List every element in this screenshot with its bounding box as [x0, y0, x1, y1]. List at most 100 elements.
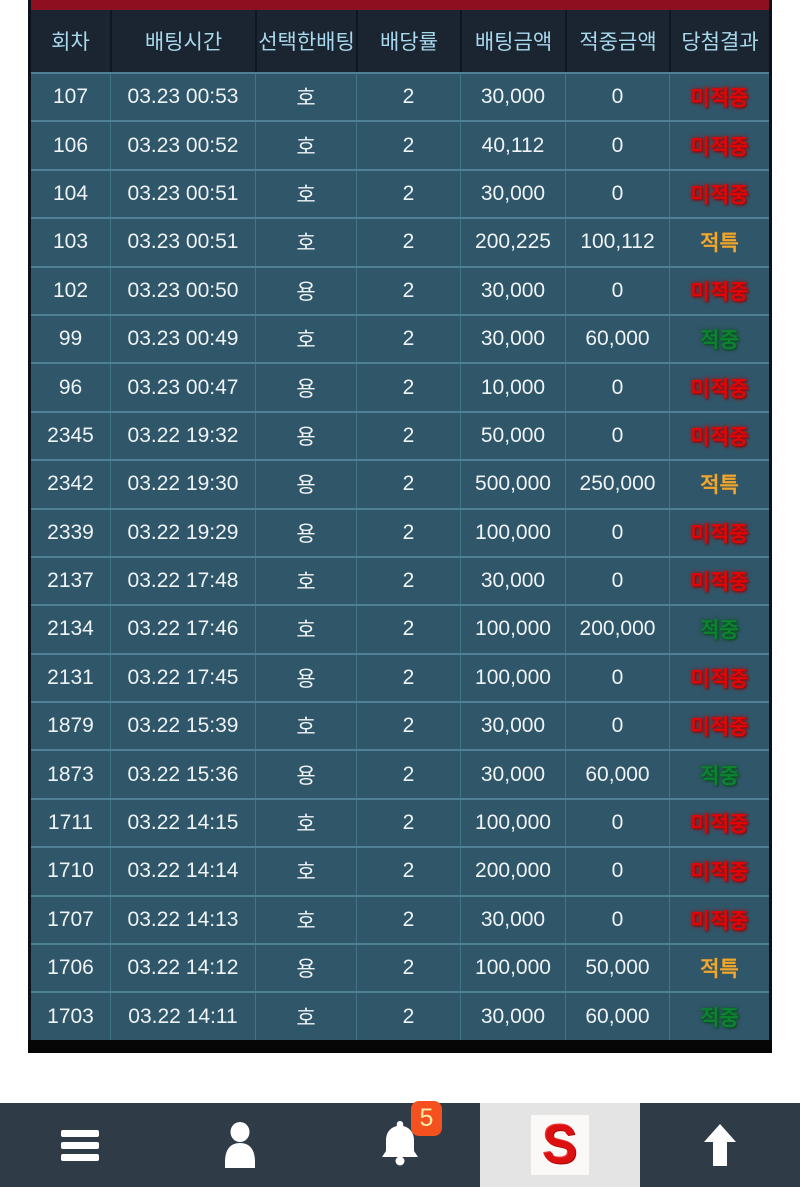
table-row: 107 03.23 00:53 호 2 30,000 0 미적중: [31, 72, 769, 121]
column-header: 회차: [51, 31, 90, 54]
person-icon: [225, 1122, 255, 1168]
result-cell: 미적중: [669, 122, 769, 169]
odds-cell: 2: [356, 606, 460, 653]
win-amount-cell: 0: [565, 267, 669, 314]
bet-time-cell: 03.23 00:53: [110, 74, 255, 121]
table-header-row: 회차 배팅시간 선택한배팅 배당률 배팅금액 적중금액 당첨결과: [31, 10, 769, 72]
bet-time-cell: 03.23 00:51: [110, 170, 255, 218]
bet-amount-cell: 30,000: [460, 267, 565, 314]
bet-time-cell: 03.22 17:48: [110, 557, 255, 605]
round-cell: 104: [52, 181, 89, 205]
odds-cell: 2: [356, 799, 460, 847]
bet-amount-cell: 40,112: [460, 122, 565, 169]
table-row: 1879 03.22 15:39 호 2 30,000 0 미적중: [31, 701, 769, 750]
pick-cell: 호: [255, 315, 356, 363]
bell-icon: [382, 1120, 418, 1165]
win-amount-cell: 0: [565, 122, 669, 169]
column-header: 적중금액: [565, 10, 669, 72]
win-amount-cell: 0: [565, 509, 669, 556]
bet-time-cell: 03.23 00:47: [110, 364, 255, 411]
win-amount-cell: 0: [565, 412, 669, 460]
table-row: 2137 03.22 17:48 호 2 30,000 0 미적중: [31, 555, 769, 605]
bet-time-cell: 03.23 00:51: [110, 219, 255, 266]
round-cell: 107: [52, 85, 89, 109]
table-bottom-bar: [28, 1039, 772, 1053]
round-cell: 2342: [47, 472, 94, 496]
result-cell: 미적중: [669, 557, 769, 605]
home-logo-button[interactable]: S: [480, 1103, 640, 1187]
bet-time-cell: 03.22 17:46: [110, 606, 255, 653]
result-cell: 적특: [669, 945, 769, 992]
arrow-up-icon: [704, 1124, 736, 1166]
pick-cell: 호: [255, 993, 356, 1040]
odds-cell: 2: [356, 509, 460, 556]
table-row: 104 03.23 00:51 호 2 30,000 0 미적중: [31, 168, 769, 218]
result-cell: 미적중: [669, 170, 769, 218]
result-cell: 미적중: [669, 267, 769, 314]
result-cell: 적중: [669, 315, 769, 363]
pick-cell: 용: [255, 945, 356, 992]
odds-cell: 2: [356, 896, 460, 944]
win-amount-cell: 0: [565, 557, 669, 605]
pick-cell: 호: [255, 557, 356, 605]
round-cell: 1710: [47, 859, 94, 883]
pick-cell: 호: [255, 606, 356, 653]
odds-cell: 2: [356, 267, 460, 314]
notification-badge: 5: [411, 1100, 442, 1136]
odds-cell: 2: [356, 848, 460, 895]
odds-cell: 2: [356, 74, 460, 121]
bet-time-cell: 03.22 14:13: [110, 896, 255, 944]
result-cell: 미적중: [669, 848, 769, 895]
result-cell: 미적중: [669, 703, 769, 750]
bet-amount-cell: 30,000: [460, 993, 565, 1040]
win-amount-cell: 100,112: [565, 219, 669, 266]
win-amount-cell: 50,000: [565, 945, 669, 992]
round-cell: 96: [58, 375, 83, 399]
odds-cell: 2: [356, 122, 460, 169]
bet-time-cell: 03.23 00:52: [110, 122, 255, 169]
result-cell: 미적중: [669, 896, 769, 944]
round-cell: 1711: [47, 811, 94, 835]
table-row: 99 03.23 00:49 호 2 30,000 60,000 적중: [31, 313, 769, 363]
win-amount-cell: 250,000: [565, 461, 669, 508]
result-cell: 미적중: [669, 509, 769, 556]
round-cell: 1873: [47, 762, 94, 786]
bet-amount-cell: 100,000: [460, 945, 565, 992]
table-row: 2339 03.22 19:29 용 2 100,000 0 미적중: [31, 507, 769, 556]
bet-amount-cell: 30,000: [460, 170, 565, 218]
s-logo-letter: S: [542, 1114, 578, 1176]
round-cell: 102: [52, 278, 89, 302]
win-amount-cell: 0: [565, 703, 669, 750]
result-cell: 적중: [669, 606, 769, 653]
pick-cell: 호: [255, 848, 356, 895]
bet-amount-cell: 30,000: [460, 751, 565, 798]
bottom-navigation: 5 S: [0, 1100, 800, 1187]
win-amount-cell: 0: [565, 848, 669, 895]
bet-amount-cell: 200,225: [460, 219, 565, 266]
notifications-button[interactable]: 5: [320, 1100, 480, 1187]
round-cell: 1703: [47, 1004, 94, 1028]
pick-cell: 용: [255, 412, 356, 460]
bet-amount-cell: 10,000: [460, 364, 565, 411]
column-header: 배당률: [356, 10, 460, 72]
win-amount-cell: 60,000: [565, 993, 669, 1040]
result-cell: 미적중: [669, 364, 769, 411]
scroll-top-button[interactable]: [640, 1103, 800, 1187]
odds-cell: 2: [356, 993, 460, 1040]
win-amount-cell: 0: [565, 364, 669, 411]
win-amount-cell: 60,000: [565, 751, 669, 798]
bet-amount-cell: 500,000: [460, 461, 565, 508]
profile-button[interactable]: [160, 1103, 320, 1187]
table-row: 2342 03.22 19:30 용 2 500,000 250,000 적특: [31, 459, 769, 508]
table-row: 1703 03.22 14:11 호 2 30,000 60,000 적중: [31, 991, 769, 1040]
bet-time-cell: 03.22 19:32: [110, 412, 255, 460]
menu-button[interactable]: [0, 1103, 160, 1187]
column-header: 배팅시간: [110, 10, 255, 72]
win-amount-cell: 200,000: [565, 606, 669, 653]
table-row: 1707 03.22 14:13 호 2 30,000 0 미적중: [31, 894, 769, 944]
betting-history-panel: 회차 배팅시간 선택한배팅 배당률 배팅금액 적중금액 당첨결과 107 03.23 00:…: [28, 0, 772, 1053]
table-body: 107 03.23 00:53 호 2 30,000 0 미적중 106 03.…: [31, 72, 769, 1040]
win-amount-cell: 60,000: [565, 315, 669, 363]
bet-amount-cell: 30,000: [460, 896, 565, 944]
table-row: 2131 03.22 17:45 용 2 100,000 0 미적중: [31, 652, 769, 702]
